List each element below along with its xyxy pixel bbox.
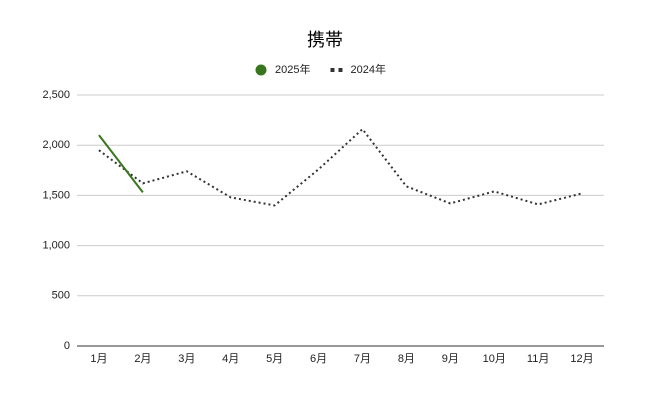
line-series [98, 127, 583, 207]
y-tick-label: 2,000 [42, 139, 70, 151]
x-tick-label: 4月 [222, 353, 239, 365]
x-tick-label: 9月 [442, 353, 459, 365]
legend-label: 2025年 [275, 62, 310, 76]
x-tick-label: 1月 [90, 353, 107, 365]
x-tick-label: 10月 [483, 353, 506, 365]
y-tick-label: 2,500 [42, 89, 70, 101]
chart-title: 携帯 [307, 30, 343, 50]
x-tick-label: 5月 [266, 353, 283, 365]
x-tick-label: 2月 [134, 353, 151, 365]
x-tick-label: 12月 [570, 353, 593, 365]
x-tick-label: 8月 [398, 353, 415, 365]
y-tick-label: 1,000 [42, 240, 70, 252]
y-tick-label: 500 [52, 290, 70, 302]
x-tick-label: 6月 [310, 353, 327, 365]
y-tick-label: 0 [64, 340, 70, 352]
x-tick-label: 7月 [354, 353, 371, 365]
line-series [98, 134, 144, 193]
legend-label: 2024年 [350, 62, 385, 76]
y-tick-label: 1,500 [42, 189, 70, 201]
x-tick-label: 3月 [178, 353, 195, 365]
legend-symbol [255, 64, 267, 76]
x-tick-label: 11月 [527, 353, 549, 365]
